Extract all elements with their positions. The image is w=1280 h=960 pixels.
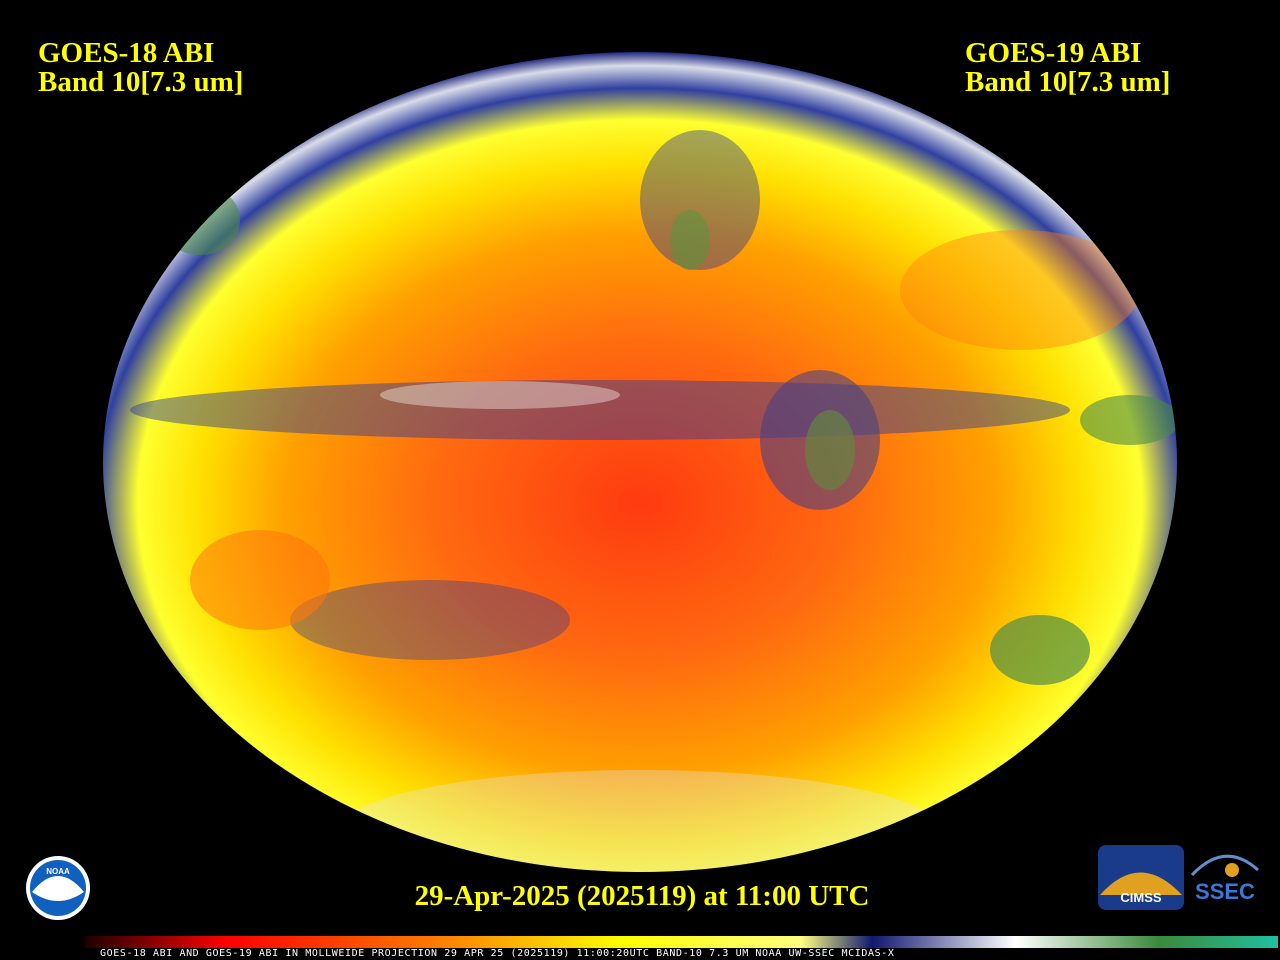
cimss-logo: CIMSS [1098, 845, 1184, 910]
ssec-logo: SSEC [1190, 854, 1260, 904]
caption: GOES-18 ABI AND GOES-19 ABI IN MOLLWEIDE… [100, 948, 894, 959]
right-subtitle: Band 10[7.3 um] [965, 66, 1170, 98]
ssec-text: SSEC [1195, 879, 1255, 904]
color-bar [85, 936, 1278, 948]
cimss-text: CIMSS [1120, 890, 1162, 905]
date-label: 29-Apr-2025 (2025119) at 11:00 UTC [415, 880, 870, 912]
earth-disk [103, 52, 1177, 872]
noaa-logo: NOAA [26, 856, 90, 920]
left-title: GOES-18 ABI [38, 37, 214, 69]
noaa-text: NOAA [46, 867, 70, 876]
right-title: GOES-19 ABI [965, 37, 1141, 69]
left-subtitle: Band 10[7.3 um] [38, 66, 243, 98]
